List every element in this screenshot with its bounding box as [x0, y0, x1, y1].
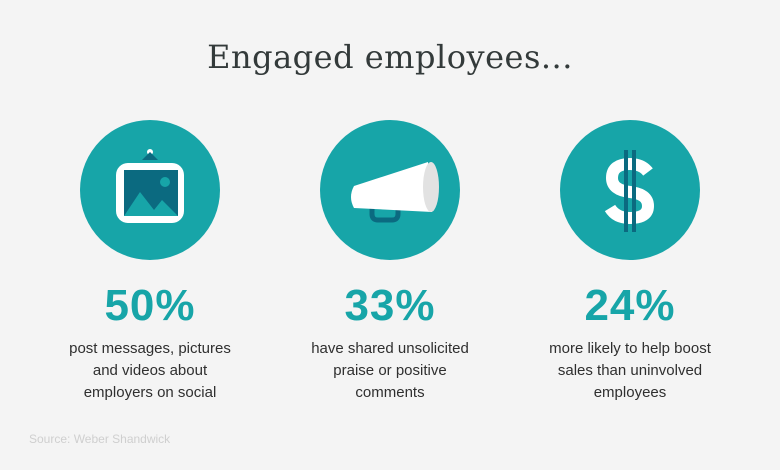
desc-line: employees [593, 384, 667, 401]
stat-praise: 33% have shared unsolicited praise or po… [270, 120, 510, 404]
stat-value: 24% [584, 281, 676, 330]
desc-line: praise or positive [333, 362, 447, 379]
icon-circle [320, 120, 460, 260]
stat-social-posting: 50% post messages, pictures and videos a… [30, 120, 270, 404]
icon-circle [80, 120, 220, 260]
stat-value: 33% [344, 281, 436, 330]
stat-description: have shared unsolicited praise or positi… [270, 338, 510, 404]
stat-description: more likely to help boost sales than uni… [510, 338, 750, 404]
desc-line: and videos about [92, 362, 208, 379]
stat-sales: 24% more likely to help boost sales than… [510, 120, 750, 404]
stat-description: post messages, pictures and videos about… [30, 338, 270, 404]
dollar-sign-icon [604, 150, 655, 232]
stat-value: 50% [104, 281, 196, 330]
desc-line: employers on social [83, 384, 217, 401]
desc-line: more likely to help boost [549, 340, 711, 357]
framed-picture-icon [116, 149, 184, 223]
desc-line: sales than uninvolved [557, 362, 703, 379]
page-title: Engaged employees... [207, 38, 573, 76]
source-credit: Source: Weber Shandwick [29, 432, 171, 446]
desc-line: comments [355, 384, 425, 401]
desc-line: post messages, pictures [69, 340, 231, 357]
megaphone-icon [351, 162, 439, 223]
desc-line: have shared unsolicited [311, 340, 469, 357]
icon-circle [560, 120, 700, 260]
